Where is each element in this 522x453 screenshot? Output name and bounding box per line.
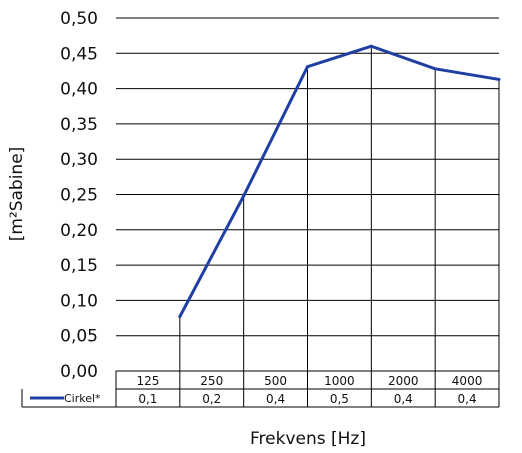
y-tick-label: 0,35	[60, 115, 98, 135]
y-tick-label: 0,25	[60, 186, 98, 206]
x-tick-label: 1000	[324, 374, 355, 388]
data-point	[242, 194, 246, 198]
legend-label: Cirkel*	[64, 392, 101, 405]
y-tick-label: 0,40	[60, 80, 98, 100]
x-tick-label: 2000	[388, 374, 419, 388]
y-tick-label: 0,15	[60, 256, 98, 276]
y-tick-label: 0,50	[60, 9, 98, 29]
x-tick-label: 250	[200, 374, 223, 388]
data-point	[178, 315, 182, 319]
x-tick-label: 125	[136, 374, 159, 388]
y-tick-label: 0,10	[60, 291, 98, 311]
y-tick-label: 0,00	[60, 362, 98, 382]
table-cell: 0,5	[330, 392, 349, 406]
data-point	[433, 67, 437, 71]
category-lines	[179, 46, 500, 371]
data-point	[369, 44, 373, 48]
series-line	[178, 44, 500, 318]
data-table: 125 250 500 1000 2000 4000 0,1 0,2 0,4 0,5 0,4 0,4 C…	[21, 371, 500, 408]
table-cell: 0,2	[202, 392, 221, 406]
y-tick-label: 0,20	[60, 221, 98, 241]
series-lines	[178, 44, 501, 319]
table-cell: 0,1	[138, 392, 157, 406]
y-axis-title: [m²Sabine]	[7, 147, 27, 242]
y-tick-label: 0,30	[60, 150, 98, 170]
data-point	[497, 77, 501, 81]
data-point	[306, 65, 309, 69]
x-tick-label: 500	[264, 374, 287, 388]
table-cell: 0,4	[458, 392, 477, 406]
y-tick-label: 0,05	[60, 327, 98, 347]
table-cell: 0,4	[266, 392, 285, 406]
y-tick-labels: 0,00 0,05 0,10 0,15 0,20 0,25 0,30 0,35 0,40 0,45…	[60, 9, 98, 382]
table-cell: 0,4	[394, 392, 413, 406]
y-tick-label: 0,45	[60, 44, 98, 64]
x-tick-label: 4000	[452, 374, 483, 388]
x-axis-title: Frekvens [Hz]	[250, 429, 366, 449]
